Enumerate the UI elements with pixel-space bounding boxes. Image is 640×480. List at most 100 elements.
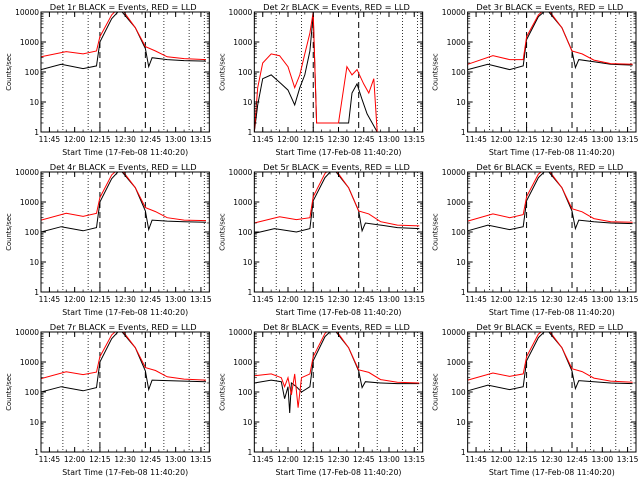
series-group	[467, 12, 633, 71]
y-tick-label: 100	[451, 228, 466, 237]
plot-frame	[467, 331, 637, 453]
panel-title: Det 3r BLACK = Events, RED = LLD	[476, 2, 623, 12]
series-group	[467, 172, 633, 232]
y-tick-label: 10000	[442, 8, 466, 17]
x-tick-label: 12:00	[491, 455, 513, 464]
x-tick-label: 12:30	[541, 135, 563, 144]
y-tick-label: 1	[34, 448, 39, 457]
x-tick-label: 12:30	[328, 455, 350, 464]
plot-frame	[253, 171, 424, 293]
x-tick-label: 12:30	[541, 295, 563, 304]
y-tick-label: 100	[238, 388, 253, 397]
x-tick-label: 13:15	[403, 455, 425, 464]
y-tick-label: 10	[456, 98, 466, 107]
y-tick-label: 1	[248, 128, 253, 137]
x-tick-label: 11:45	[39, 455, 61, 464]
x-axis-label: Start Time (17-Feb-08 11:40:20)	[276, 148, 402, 157]
series-line-lld	[254, 332, 420, 408]
series-line-lld	[467, 172, 633, 223]
x-axis-label: Start Time (17-Feb-08 11:40:20)	[489, 468, 615, 477]
x-tick-label: 12:45	[566, 295, 588, 304]
x-tick-label: 12:45	[566, 135, 588, 144]
detector-panel: Det 2r BLACK = Events, RED = LLD Counts/s…	[218, 2, 425, 157]
x-axis-label: Start Time (17-Feb-08 11:40:20)	[62, 468, 188, 477]
x-tick-label: 12:00	[277, 135, 299, 144]
x-tick-label: 12:15	[302, 135, 324, 144]
x-tick-label: 12:15	[89, 455, 111, 464]
y-tick-label: 10000	[15, 168, 39, 177]
series-line-lld	[467, 12, 633, 65]
series-group	[41, 172, 207, 233]
x-tick-label: 13:15	[190, 295, 212, 304]
x-tick-label: 12:00	[64, 295, 86, 304]
x-axis-label: Start Time (17-Feb-08 11:40:20)	[276, 468, 402, 477]
plot-frame	[40, 11, 210, 133]
x-axis-label: Start Time (17-Feb-08 11:40:20)	[62, 148, 188, 157]
x-tick-label: 12:45	[140, 455, 162, 464]
x-tick-label: 11:45	[39, 135, 61, 144]
x-axis-label: Start Time (17-Feb-08 11:40:20)	[62, 308, 188, 317]
y-tick-label: 100	[25, 388, 40, 397]
x-tick-label: 12:45	[353, 135, 375, 144]
panel-title: Det 2r BLACK = Events, RED = LLD	[263, 2, 410, 12]
y-tick-label: 1	[248, 448, 253, 457]
panel-title: Det 7r BLACK = Events, RED = LLD	[50, 322, 197, 332]
y-tick-label: 100	[238, 68, 253, 77]
series-line-events	[467, 332, 633, 392]
x-tick-label: 13:15	[617, 455, 639, 464]
y-tick-label: 10	[29, 98, 39, 107]
y-tick-label: 10	[243, 418, 253, 427]
y-tick-label: 1000	[20, 358, 39, 367]
x-tick-label: 11:45	[252, 455, 274, 464]
x-tick-label: 13:15	[617, 295, 639, 304]
series-group	[41, 332, 207, 393]
x-tick-label: 12:30	[114, 135, 136, 144]
plot-frame	[40, 331, 210, 453]
series-line-events	[467, 172, 633, 232]
y-tick-label: 1	[461, 448, 466, 457]
y-axis-label: Counts/sec	[432, 213, 440, 251]
x-tick-label: 12:00	[277, 455, 299, 464]
series-line-events	[41, 332, 207, 393]
series-line-events	[254, 332, 420, 414]
x-tick-label: 12:30	[114, 295, 136, 304]
y-tick-label: 1	[34, 128, 39, 137]
y-tick-label: 10000	[228, 168, 252, 177]
plot-frame	[467, 171, 637, 293]
y-tick-label: 100	[25, 228, 40, 237]
x-axis-label: Start Time (17-Feb-08 11:40:20)	[276, 308, 402, 317]
x-tick-label: 12:30	[541, 455, 563, 464]
x-tick-label: 13:00	[165, 135, 187, 144]
y-tick-label: 100	[25, 68, 40, 77]
plot-frame	[253, 11, 424, 133]
y-tick-label: 1000	[20, 38, 39, 47]
panel-title: Det 5r BLACK = Events, RED = LLD	[263, 162, 410, 172]
series-line-events	[467, 12, 633, 71]
y-tick-label: 1000	[20, 198, 39, 207]
series-line-events	[254, 14, 378, 132]
series-group	[41, 12, 207, 71]
x-axis-label: Start Time (17-Feb-08 11:40:20)	[489, 148, 615, 157]
series-line-lld	[41, 332, 207, 381]
series-line-lld	[254, 12, 378, 132]
x-tick-label: 12:15	[516, 135, 538, 144]
plot-frame	[467, 11, 637, 133]
detector-panel: Det 4r BLACK = Events, RED = LLD Counts/s…	[5, 162, 212, 317]
x-tick-label: 12:30	[114, 455, 136, 464]
x-tick-label: 13:15	[190, 455, 212, 464]
x-tick-label: 12:00	[491, 295, 513, 304]
x-tick-label: 12:30	[328, 295, 350, 304]
series-group	[254, 332, 420, 414]
x-tick-label: 12:15	[302, 455, 324, 464]
x-tick-label: 12:15	[89, 295, 111, 304]
y-tick-label: 10	[243, 98, 253, 107]
x-tick-label: 13:00	[592, 135, 614, 144]
y-tick-label: 1	[248, 288, 253, 297]
x-tick-label: 13:15	[403, 295, 425, 304]
detector-panel: Det 6r BLACK = Events, RED = LLD Counts/s…	[432, 162, 639, 317]
series-line-events	[254, 172, 420, 234]
y-tick-label: 100	[451, 68, 466, 77]
series-group	[254, 172, 420, 234]
series-line-lld	[467, 332, 633, 383]
